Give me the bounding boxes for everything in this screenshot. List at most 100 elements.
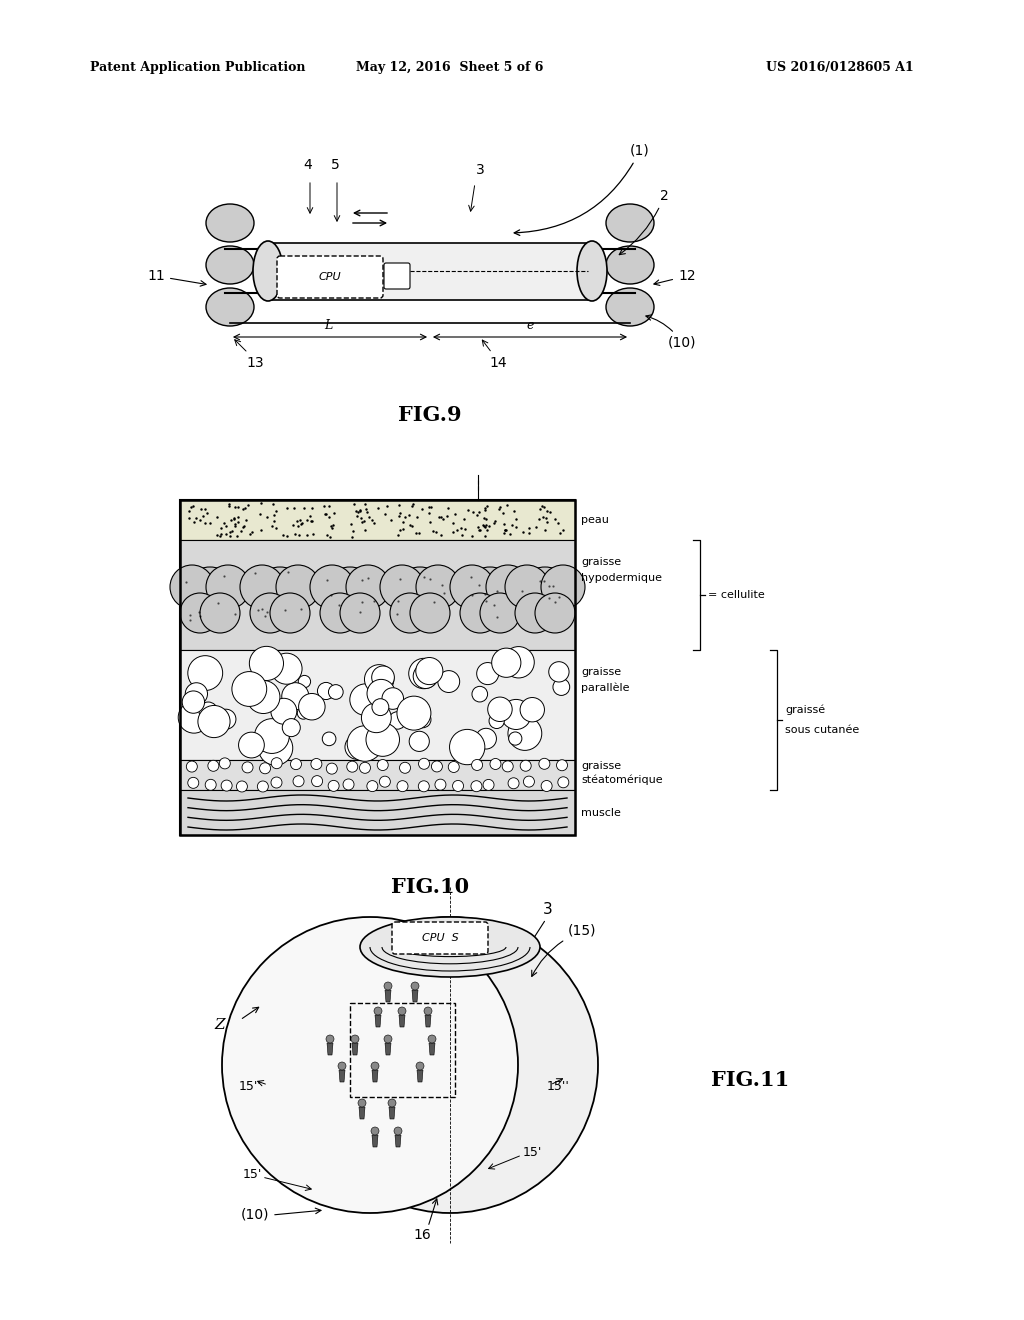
Text: May 12, 2016  Sheet 5 of 6: May 12, 2016 Sheet 5 of 6 xyxy=(356,62,544,74)
Circle shape xyxy=(384,982,392,990)
Circle shape xyxy=(338,1063,346,1071)
Circle shape xyxy=(178,702,210,733)
Circle shape xyxy=(418,781,429,792)
Circle shape xyxy=(347,726,383,762)
Circle shape xyxy=(231,672,266,706)
Circle shape xyxy=(449,762,460,772)
Text: 13: 13 xyxy=(246,356,264,370)
Circle shape xyxy=(394,1127,402,1135)
Circle shape xyxy=(374,1007,382,1015)
Text: stéatomérique: stéatomérique xyxy=(581,775,663,785)
Text: hypodermique: hypodermique xyxy=(581,573,662,583)
Circle shape xyxy=(450,730,484,764)
Circle shape xyxy=(509,733,522,746)
Circle shape xyxy=(258,731,293,766)
Circle shape xyxy=(541,780,552,792)
Polygon shape xyxy=(425,1015,431,1027)
Circle shape xyxy=(239,733,264,758)
Circle shape xyxy=(259,763,270,774)
Circle shape xyxy=(302,917,598,1213)
Circle shape xyxy=(472,686,487,702)
Ellipse shape xyxy=(606,205,654,242)
Circle shape xyxy=(372,698,389,715)
Circle shape xyxy=(359,763,371,774)
Text: L: L xyxy=(324,319,332,333)
Text: 15': 15' xyxy=(522,1147,542,1159)
Circle shape xyxy=(392,568,449,623)
Circle shape xyxy=(271,698,297,725)
Circle shape xyxy=(489,759,501,770)
Polygon shape xyxy=(180,500,575,836)
Circle shape xyxy=(187,777,199,788)
Circle shape xyxy=(416,1063,424,1071)
Circle shape xyxy=(549,661,569,682)
Circle shape xyxy=(424,1007,432,1015)
Polygon shape xyxy=(180,540,575,649)
Circle shape xyxy=(298,676,310,688)
Circle shape xyxy=(322,568,378,623)
Circle shape xyxy=(319,593,360,634)
Circle shape xyxy=(517,568,573,623)
Text: graissé: graissé xyxy=(785,705,825,715)
Polygon shape xyxy=(412,990,418,1002)
Polygon shape xyxy=(385,1043,391,1055)
Circle shape xyxy=(205,779,216,791)
Circle shape xyxy=(242,762,253,774)
Circle shape xyxy=(377,759,388,771)
Text: CPU: CPU xyxy=(318,272,341,282)
Circle shape xyxy=(311,776,323,787)
Polygon shape xyxy=(372,1135,378,1147)
Circle shape xyxy=(271,758,283,768)
Circle shape xyxy=(477,663,499,685)
Circle shape xyxy=(508,717,542,750)
Circle shape xyxy=(237,781,248,792)
Circle shape xyxy=(415,711,431,727)
Circle shape xyxy=(508,777,519,789)
Text: graisse: graisse xyxy=(581,667,622,677)
Circle shape xyxy=(282,682,309,710)
Circle shape xyxy=(535,593,575,634)
Circle shape xyxy=(187,656,222,690)
Text: sous cutanée: sous cutanée xyxy=(785,725,859,735)
Ellipse shape xyxy=(606,288,654,326)
Ellipse shape xyxy=(253,242,283,301)
Circle shape xyxy=(450,565,494,609)
Circle shape xyxy=(397,696,431,730)
Circle shape xyxy=(384,1035,392,1043)
Circle shape xyxy=(317,682,335,700)
Circle shape xyxy=(366,723,399,756)
Text: 3: 3 xyxy=(475,162,484,177)
Circle shape xyxy=(399,762,411,774)
Circle shape xyxy=(520,760,531,771)
Circle shape xyxy=(323,733,336,746)
Circle shape xyxy=(345,735,370,759)
Circle shape xyxy=(410,731,429,751)
Circle shape xyxy=(388,1100,396,1107)
Circle shape xyxy=(371,1127,379,1135)
Polygon shape xyxy=(375,1015,381,1027)
Circle shape xyxy=(208,760,219,771)
Circle shape xyxy=(271,777,282,788)
Circle shape xyxy=(276,565,319,609)
Polygon shape xyxy=(180,760,575,789)
Circle shape xyxy=(382,688,403,709)
Circle shape xyxy=(240,565,284,609)
Circle shape xyxy=(206,565,250,609)
Polygon shape xyxy=(359,1107,365,1119)
Text: 2: 2 xyxy=(620,189,669,255)
Circle shape xyxy=(453,780,464,792)
Circle shape xyxy=(409,659,439,689)
Circle shape xyxy=(283,718,300,737)
Circle shape xyxy=(222,917,518,1213)
Circle shape xyxy=(410,593,450,634)
Circle shape xyxy=(221,780,232,791)
Text: = cellulite: = cellulite xyxy=(708,590,765,601)
Circle shape xyxy=(416,565,460,609)
Text: FIG.9: FIG.9 xyxy=(398,405,462,425)
Text: parallèle: parallèle xyxy=(581,682,630,693)
Circle shape xyxy=(520,697,545,722)
Circle shape xyxy=(310,565,354,609)
Text: graisse: graisse xyxy=(581,557,622,568)
Circle shape xyxy=(523,776,535,787)
Circle shape xyxy=(505,565,549,609)
